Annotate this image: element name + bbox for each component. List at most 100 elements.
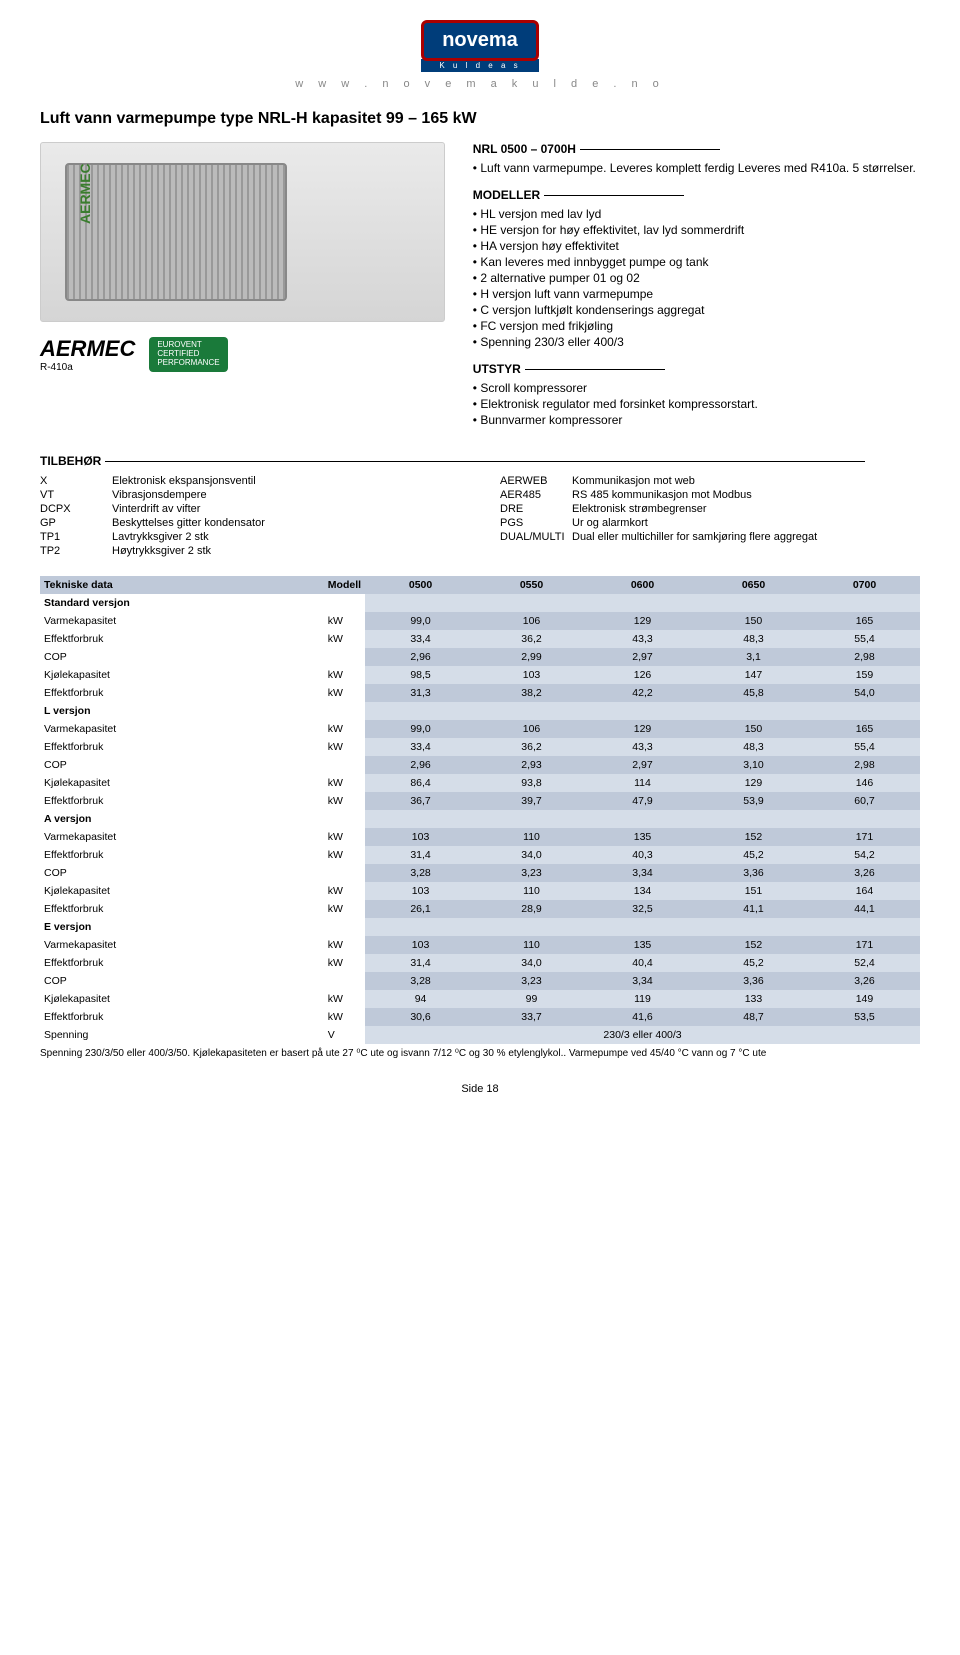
row-unit [324,756,365,774]
tilbehor-row: VTVibrasjonsdempere [40,488,460,502]
tilbehor-desc: Vibrasjonsdempere [112,489,460,501]
tilbehor-desc: Beskyttelses gitter kondensator [112,517,460,529]
row-unit: kW [324,720,365,738]
row-value: 36,2 [476,630,587,648]
list-item: HE versjon for høy effektivitet, lav lyd… [473,222,920,238]
row-value: 48,3 [698,738,809,756]
table-row: EffektforbrukkW31,434,040,445,252,4 [40,954,920,972]
tilbehor-code: TP1 [40,531,112,543]
product-image: AERMEC [40,142,445,322]
table-row: COP3,283,233,343,363,26 [40,864,920,882]
page-footer: Side 18 [40,1083,920,1095]
row-unit: kW [324,954,365,972]
tilbehor-right: AERWEBKommunikasjon mot webAER485RS 485 … [500,474,920,558]
row-unit: kW [324,612,365,630]
row-value: 165 [809,612,920,630]
row-value: 40,4 [587,954,698,972]
modeller-title: MODELLER [473,188,920,202]
row-value: 114 [587,774,698,792]
row-value: 150 [698,720,809,738]
row-value: 146 [809,774,920,792]
row-value: 230/3 eller 400/3 [365,1026,920,1044]
section-label: L versjon [40,702,365,720]
row-unit: kW [324,936,365,954]
table-row: KjølekapasitetkW98,5103126147159 [40,666,920,684]
list-item: H versjon luft vann varmepumpe [473,286,920,302]
tilbehor-row: DCPXVinterdrift av vifter [40,502,460,516]
row-value: 42,2 [587,684,698,702]
row-value: 103 [476,666,587,684]
row-value: 3,10 [698,756,809,774]
row-value: 53,5 [809,1008,920,1026]
row-value: 34,0 [476,846,587,864]
data-table: Tekniske dataModell05000550060006500700 … [40,576,920,1044]
row-value: 164 [809,882,920,900]
row-value: 2,97 [587,648,698,666]
list-item: 2 alternative pumper 01 og 02 [473,270,920,286]
row-value: 106 [476,720,587,738]
row-unit: kW [324,666,365,684]
row-value: 129 [587,612,698,630]
table-row: COP3,283,233,343,363,26 [40,972,920,990]
tilbehor-row: AERWEBKommunikasjon mot web [500,474,920,488]
row-value: 171 [809,936,920,954]
row-value: 171 [809,828,920,846]
row-label: Kjølekapasitet [40,990,324,1008]
section-label: E versjon [40,918,365,936]
table-row: VarmekapasitetkW99,0106129150165 [40,612,920,630]
row-value: 41,6 [587,1008,698,1026]
row-value: 33,4 [365,738,476,756]
tilbehor-desc: RS 485 kommunikasjon mot Modbus [572,489,920,501]
tilbehor-code: VT [40,489,112,501]
info-column: NRL 0500 – 0700H Luft vann varmepumpe. L… [473,142,920,440]
row-unit: kW [324,1008,365,1026]
row-value: 44,1 [809,900,920,918]
row-value: 103 [365,936,476,954]
modeller-list: HL versjon med lav lydHE versjon for høy… [473,206,920,350]
section-label: A versjon [40,810,365,828]
row-value: 2,93 [476,756,587,774]
row-value: 45,8 [698,684,809,702]
row-value: 110 [476,882,587,900]
row-label: Varmekapasitet [40,720,324,738]
table-header: 0700 [809,576,920,594]
row-value: 3,36 [698,864,809,882]
row-label: Spenning [40,1026,324,1044]
row-unit [324,864,365,882]
eurovent-badge: EUROVENT CERTIFIED PERFORMANCE [149,337,227,371]
row-unit: V [324,1026,365,1044]
row-value: 3,28 [365,864,476,882]
row-value: 165 [809,720,920,738]
page-title: Luft vann varmepumpe type NRL-H kapasite… [40,110,920,128]
row-value: 30,6 [365,1008,476,1026]
row-value: 55,4 [809,630,920,648]
logo-main: novema [421,20,539,61]
utstyr-list: Scroll kompressorerElektronisk regulator… [473,380,920,428]
table-header: 0650 [698,576,809,594]
row-value: 3,36 [698,972,809,990]
row-value: 151 [698,882,809,900]
aermec-logo: AERMEC [40,336,135,362]
row-value: 149 [809,990,920,1008]
logo: novema K u l d e a s [421,20,539,72]
row-value: 36,7 [365,792,476,810]
row-value: 110 [476,828,587,846]
tilbehor-row: TP1Lavtrykksgiver 2 stk [40,530,460,544]
row-value: 94 [365,990,476,1008]
product-grille: AERMEC [65,163,287,302]
table-header: 0550 [476,576,587,594]
tilbehor-code: DUAL/MULTI [500,531,572,543]
table-footnote: Spenning 230/3/50 eller 400/3/50. Kjølek… [40,1048,920,1059]
r410a-label: R-410a [40,362,135,373]
header-url: w w w . n o v e m a k u l d e . n o [40,78,920,90]
row-value: 2,96 [365,648,476,666]
row-value: 99,0 [365,720,476,738]
spenning-row: SpenningV230/3 eller 400/3 [40,1026,920,1044]
table-row: KjølekapasitetkW86,493,8114129146 [40,774,920,792]
row-unit: kW [324,900,365,918]
row-value: 45,2 [698,846,809,864]
tilbehor-row: TP2Høytrykksgiver 2 stk [40,544,460,558]
row-label: COP [40,756,324,774]
row-value: 45,2 [698,954,809,972]
tilbehor-row: DUAL/MULTIDual eller multichiller for sa… [500,530,920,544]
